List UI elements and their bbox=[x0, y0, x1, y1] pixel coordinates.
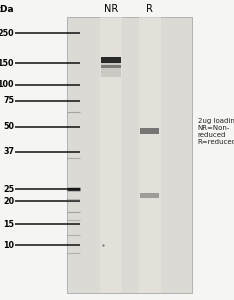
Text: 10: 10 bbox=[3, 241, 14, 250]
Bar bbox=[140, 128, 159, 134]
Text: 150: 150 bbox=[0, 58, 14, 68]
Text: 50: 50 bbox=[3, 122, 14, 131]
Text: 75: 75 bbox=[3, 96, 14, 105]
Bar bbox=[100, 16, 122, 292]
Text: 100: 100 bbox=[0, 80, 14, 89]
Bar bbox=[67, 16, 192, 292]
Text: 15: 15 bbox=[3, 220, 14, 229]
Text: 20: 20 bbox=[3, 196, 14, 206]
Bar bbox=[139, 16, 161, 292]
Text: 37: 37 bbox=[3, 147, 14, 156]
Bar bbox=[101, 62, 121, 76]
Text: NR: NR bbox=[104, 4, 118, 14]
Text: kDa: kDa bbox=[0, 4, 14, 14]
Bar bbox=[140, 194, 159, 198]
Bar bbox=[101, 65, 121, 68]
Text: R: R bbox=[146, 4, 153, 14]
Text: 25: 25 bbox=[3, 184, 14, 194]
Text: 2ug loading
NR=Non-
reduced
R=reduced: 2ug loading NR=Non- reduced R=reduced bbox=[198, 118, 234, 146]
Text: 250: 250 bbox=[0, 28, 14, 38]
Bar bbox=[101, 57, 121, 63]
